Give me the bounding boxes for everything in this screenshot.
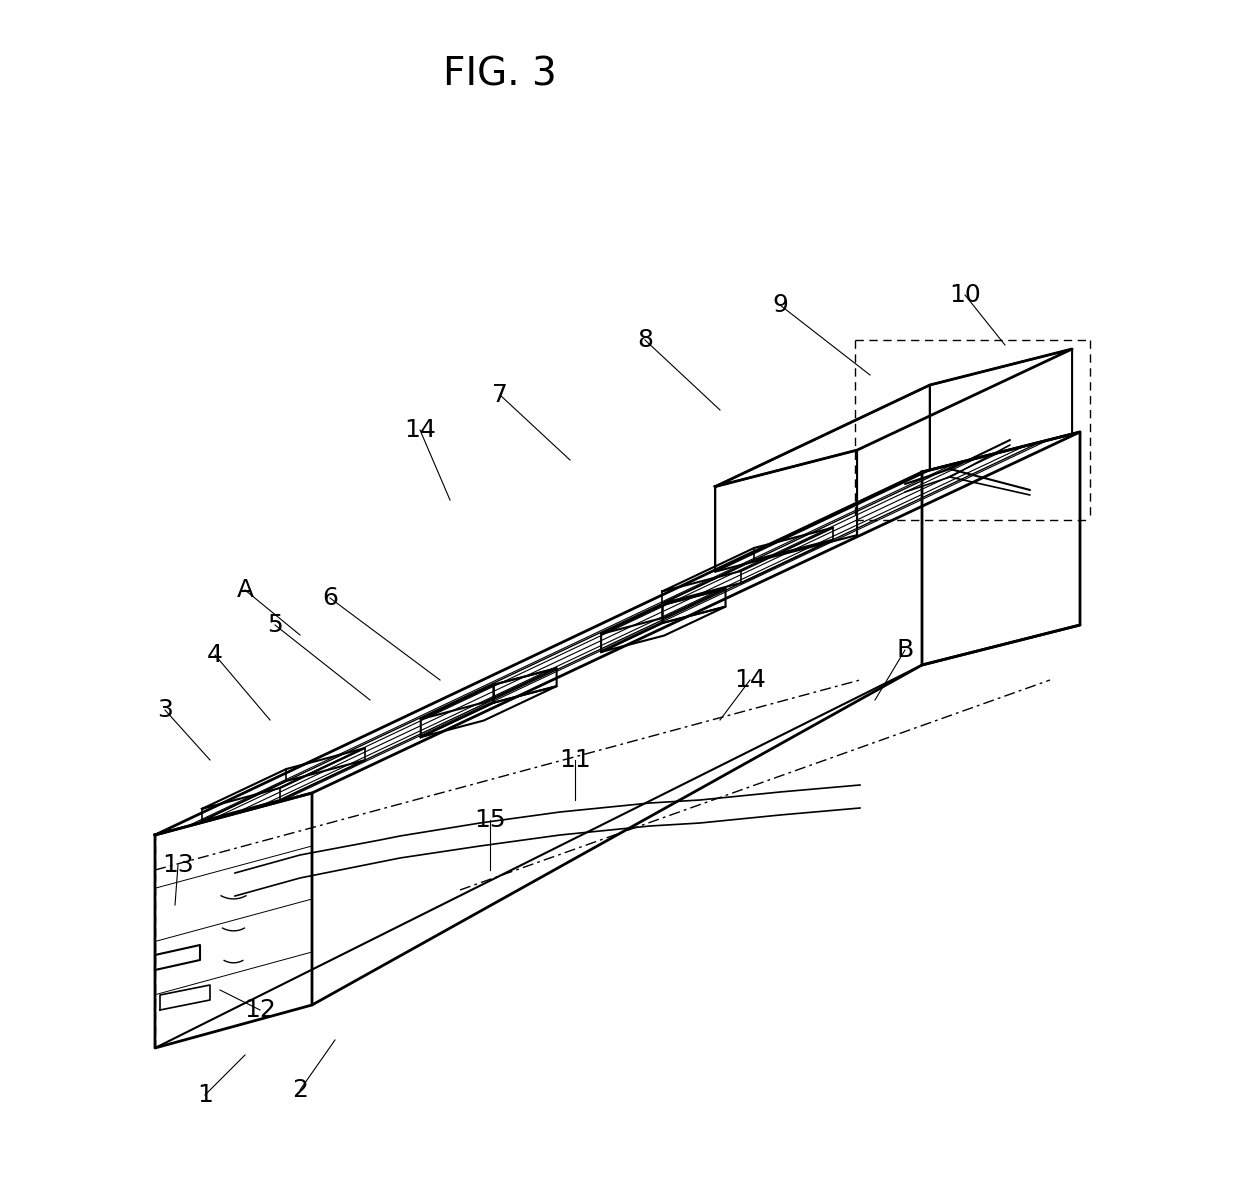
Text: 13: 13	[162, 853, 193, 877]
Text: 2: 2	[291, 1078, 308, 1102]
Text: 3: 3	[157, 698, 172, 722]
Text: 12: 12	[244, 998, 277, 1022]
Text: 5: 5	[267, 613, 283, 637]
Text: A: A	[237, 577, 253, 603]
Text: FIG. 3: FIG. 3	[443, 56, 557, 93]
Text: 10: 10	[949, 283, 981, 307]
Text: 1: 1	[197, 1083, 213, 1107]
Text: 7: 7	[492, 383, 508, 407]
Text: B: B	[897, 639, 914, 662]
Text: 14: 14	[404, 418, 436, 442]
Text: 11: 11	[559, 748, 591, 772]
Text: 14: 14	[734, 668, 766, 692]
Text: 4: 4	[207, 643, 223, 667]
Text: 8: 8	[637, 328, 653, 352]
Text: 9: 9	[773, 294, 787, 317]
Text: 6: 6	[322, 586, 339, 610]
Text: 15: 15	[474, 807, 506, 831]
